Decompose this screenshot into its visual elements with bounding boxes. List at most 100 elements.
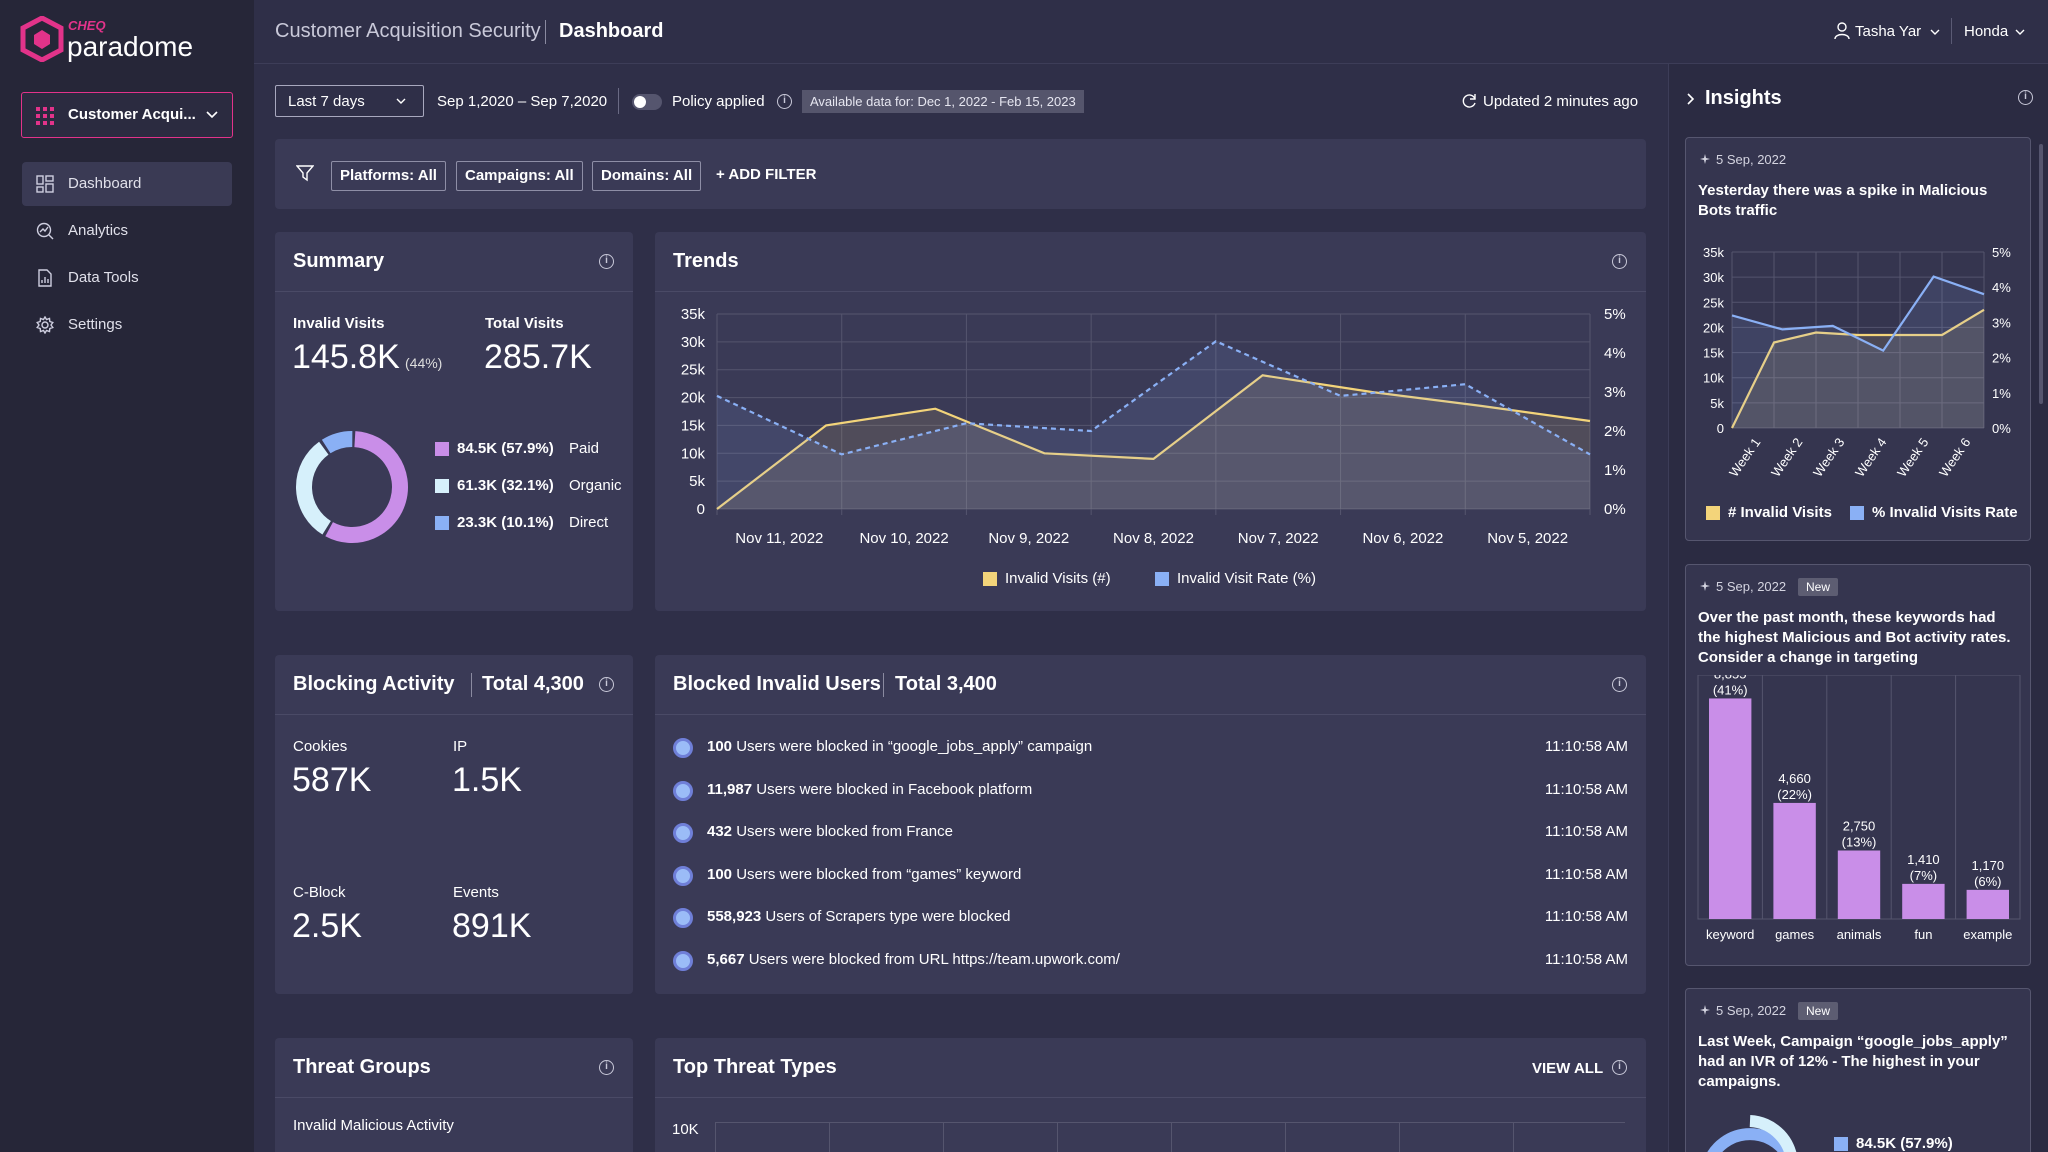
- refresh-icon[interactable]: [1462, 93, 1477, 108]
- insight-card[interactable]: 5 Sep, 2022 New Last Week, Campaign “goo…: [1685, 988, 2031, 1152]
- row-text: 11,987 Users were blocked in Facebook pl…: [707, 781, 1032, 798]
- insight-card[interactable]: 5 Sep, 2022 New Over the past month, the…: [1685, 564, 2031, 966]
- header-divider: [1951, 18, 1952, 44]
- sidebar-item-settings[interactable]: Settings: [22, 303, 232, 347]
- breadcrumb-section[interactable]: Customer Acquisition Security: [275, 20, 541, 42]
- x-tick: Week 4: [1852, 435, 1889, 480]
- legend-swatch-invalid-visits: [983, 572, 997, 586]
- row-message: Users were blocked in Facebook platform: [756, 780, 1033, 798]
- blocking-activity-panel: Blocking Activity Total 4,300 i Cookies …: [275, 655, 633, 994]
- summary-header: [275, 232, 633, 292]
- platforms-filter[interactable]: Platforms: All: [331, 161, 446, 191]
- account-menu[interactable]: Honda: [1964, 23, 2009, 40]
- row-count: 432: [707, 823, 733, 841]
- blocked-users-row: 100 Users were blocked from “games” keyw…: [673, 861, 1628, 891]
- row-count: 100: [707, 738, 733, 755]
- row-time: 11:10:58 AM: [1544, 865, 1628, 883]
- sidebar-item-data-tools[interactable]: Data Tools: [22, 256, 232, 300]
- sidebar-item-analytics[interactable]: Analytics: [22, 209, 232, 253]
- x-tick: Week 1: [1726, 435, 1763, 480]
- x-tick: keyword: [1706, 927, 1754, 942]
- ip-label: IP: [453, 738, 468, 755]
- add-filter-button[interactable]: + ADD FILTER: [716, 166, 817, 183]
- y-left-tick: 15k: [681, 417, 706, 434]
- total-visits-value: 285.7K: [484, 338, 592, 376]
- status-dot: [673, 780, 693, 801]
- domains-filter[interactable]: Domains: All: [592, 161, 702, 191]
- sidebar-item-label: Dashboard: [68, 175, 142, 192]
- y-right-tick: 4%: [1992, 280, 2011, 295]
- campaigns-filter[interactable]: Campaigns: All: [456, 161, 583, 191]
- status-dot: [673, 865, 693, 886]
- bar-pct-label: (22%): [1777, 787, 1812, 802]
- info-icon[interactable]: i: [777, 94, 792, 109]
- date-range-value: Last 7 days: [288, 93, 365, 110]
- info-icon[interactable]: i: [2018, 90, 2033, 105]
- row-text: 558,923 Users of Scrapers type were bloc…: [707, 908, 1011, 925]
- sidebar-item-dashboard[interactable]: Dashboard: [22, 162, 232, 206]
- sidebar: CHEQ paradome Customer Acqui... Dashboar…: [0, 0, 254, 1152]
- workspace-selector[interactable]: Customer Acqui...: [21, 92, 233, 138]
- brand-name: paradome: [67, 31, 194, 62]
- x-tick: Week 2: [1768, 435, 1805, 480]
- x-tick: Nov 9, 2022: [988, 530, 1069, 547]
- sidebar-item-label: Settings: [68, 316, 123, 333]
- y-left-tick: 10k: [1703, 371, 1724, 386]
- blocking-title: Blocking Activity: [293, 673, 455, 695]
- y-right-tick: 0%: [1604, 501, 1626, 518]
- workspace-label: Customer Acqui...: [68, 106, 196, 123]
- date-range-text: Sep 1,2020 – Sep 7,2020: [437, 93, 608, 110]
- blocked-users-header: [655, 655, 1646, 715]
- data-tools-icon: [38, 269, 52, 287]
- x-tick: games: [1775, 927, 1815, 942]
- analytics-icon: [36, 222, 54, 240]
- summary-title: Summary: [293, 250, 385, 272]
- insight-bar-chart: 8,855(41%) keyword 4,660(22%) games 2,750(13…: [1697, 675, 2021, 942]
- chevron-right-icon[interactable]: [1687, 93, 1695, 105]
- invalid-visits-pct: (44%): [405, 355, 443, 371]
- legend-label: Invalid Visit Rate (%): [1177, 570, 1316, 587]
- y-left-tick: 35k: [681, 306, 706, 323]
- new-badge: New: [1798, 1002, 1839, 1020]
- row-time: 11:10:58 AM: [1544, 738, 1628, 755]
- legend-value: 84.5K (57.9%): [457, 440, 554, 457]
- x-tick: Nov 5, 2022: [1487, 530, 1568, 547]
- legend-label: Invalid Visits (#): [1005, 570, 1111, 587]
- available-data-badge: Available data for: Dec 1, 2022 - Feb 15…: [802, 90, 1084, 113]
- row-count: 5,667: [707, 951, 745, 968]
- filter-icon[interactable]: [296, 165, 314, 182]
- threat-chart-grid: [715, 1122, 1625, 1152]
- info-icon[interactable]: i: [1612, 254, 1627, 269]
- info-icon[interactable]: i: [599, 677, 614, 692]
- info-icon[interactable]: i: [1612, 677, 1627, 692]
- series-line-invalid-visits: [1731, 308, 1985, 429]
- top-bar: Customer Acquisition Security Dashboard …: [254, 0, 2048, 64]
- insight-card[interactable]: 5 Sep, 2022 Yesterday there was a spike …: [1685, 137, 2031, 541]
- row-text: 5,667 Users were blocked from URL https:…: [707, 951, 1120, 968]
- blocked-users-row: 100 Users were blocked in “google_jobs_a…: [673, 733, 1628, 763]
- insight-donut-chart: [1707, 1115, 1797, 1152]
- status-dot: [673, 823, 693, 844]
- threat-groups-subtitle: Invalid Malicious Activity: [293, 1117, 454, 1134]
- y-right-tick: 1%: [1992, 386, 2011, 401]
- date-range-select[interactable]: Last 7 days: [275, 85, 424, 117]
- title-divider: [883, 673, 884, 697]
- info-icon[interactable]: i: [599, 254, 614, 269]
- insights-scrollbar[interactable]: [2039, 144, 2043, 404]
- donut-slice-organic: [296, 441, 332, 535]
- legend-label: # Invalid Visits: [1728, 504, 1832, 521]
- y-left-tick: 5k: [1710, 396, 1724, 411]
- x-tick: Nov 10, 2022: [859, 530, 948, 547]
- view-all-link[interactable]: VIEW ALL: [1532, 1060, 1604, 1077]
- sparkle-icon: [1700, 1005, 1710, 1015]
- info-icon[interactable]: i: [599, 1060, 614, 1075]
- row-text: 432 Users were blocked from France: [707, 823, 953, 840]
- y-right-tick: 2%: [1604, 423, 1626, 440]
- policy-toggle[interactable]: [632, 94, 662, 110]
- x-tick: Nov 7, 2022: [1238, 530, 1319, 547]
- threat-groups-panel: Threat Groups i Invalid Malicious Activi…: [275, 1038, 633, 1152]
- series-area: [717, 341, 1590, 509]
- user-menu[interactable]: Tasha Yar: [1855, 23, 1922, 40]
- info-icon[interactable]: i: [1612, 1060, 1627, 1075]
